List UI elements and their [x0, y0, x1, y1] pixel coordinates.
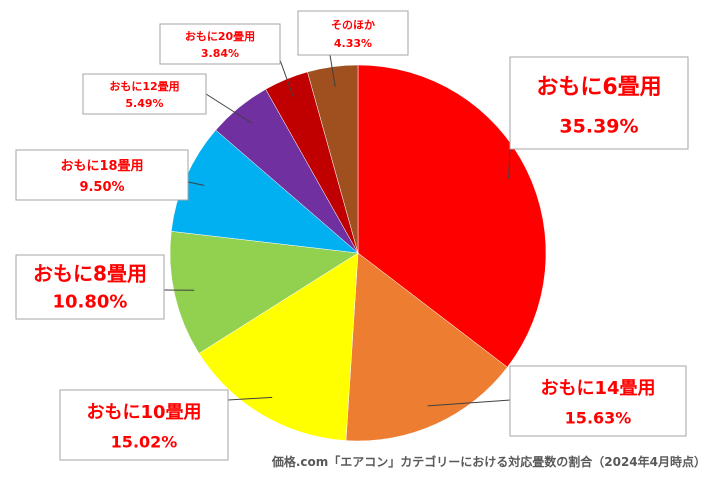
data-label-6: おもに12畳用 5.49%: [82, 73, 207, 115]
pie-slice-1: [357, 64, 547, 368]
data-labels: おもに6畳用35.39%おもに14畳用15.63%おもに10畳用15.02%おも…: [15, 10, 689, 461]
leader-line-7: [279, 59, 295, 98]
pie-slice-3: [198, 252, 359, 441]
leader-lines: [163, 54, 511, 407]
data-label-box: [82, 73, 207, 115]
data-label-box: [509, 56, 689, 150]
data-label-box: [509, 365, 687, 437]
leader-line-2: [427, 399, 511, 407]
pie-slice-2: [345, 252, 508, 442]
data-label-box: [15, 149, 189, 201]
data-label-8: そのほか 4.33%: [297, 10, 409, 56]
data-label-percent: 4.33%: [334, 37, 372, 50]
data-label-1: おもに6畳用 35.39%: [509, 56, 689, 150]
data-label-name: そのほか: [331, 19, 375, 32]
data-label-name: おもに20畳用: [185, 30, 255, 43]
data-label-3: おもに10畳用 15.02%: [59, 389, 229, 461]
data-label-percent: 3.84%: [201, 47, 239, 60]
leader-line-8: [329, 54, 336, 87]
source-caption: 価格.com「エアコン」カテゴリーにおける対応畳数の割合（2024年4月時点）: [271, 454, 706, 469]
data-label-4: おもに8畳用 10.80%: [15, 254, 165, 320]
pie-slice-4: [169, 231, 359, 354]
data-label-7: おもに20畳用 3.84%: [159, 23, 281, 65]
pie-slice-8: [307, 64, 359, 254]
data-label-box: [297, 10, 409, 56]
leader-line-6: [205, 93, 252, 124]
leader-line-3: [227, 396, 273, 401]
data-label-box: [159, 23, 281, 65]
data-label-percent: 5.49%: [125, 97, 163, 110]
data-label-percent: 15.02%: [111, 432, 178, 451]
data-label-box: [15, 254, 165, 320]
data-label-box: [59, 389, 229, 461]
data-label-name: おもに12畳用: [109, 80, 179, 93]
data-label-name: おもに10畳用: [86, 402, 201, 423]
data-label-percent: 15.63%: [565, 408, 632, 427]
data-label-name: おもに8畳用: [33, 262, 147, 286]
data-label-5: おもに18畳用 9.50%: [15, 149, 189, 201]
data-label-name: おもに6畳用: [536, 75, 661, 100]
leader-line-1: [508, 147, 511, 179]
data-label-percent: 10.80%: [53, 291, 128, 312]
data-label-name: おもに14畳用: [540, 378, 655, 399]
data-label-percent: 35.39%: [559, 115, 638, 137]
leader-line-5: [187, 181, 205, 186]
pie-slices: [169, 64, 547, 442]
data-label-2: おもに14畳用 15.63%: [509, 365, 687, 437]
data-label-percent: 9.50%: [79, 180, 124, 195]
data-label-name: おもに18畳用: [60, 159, 143, 174]
